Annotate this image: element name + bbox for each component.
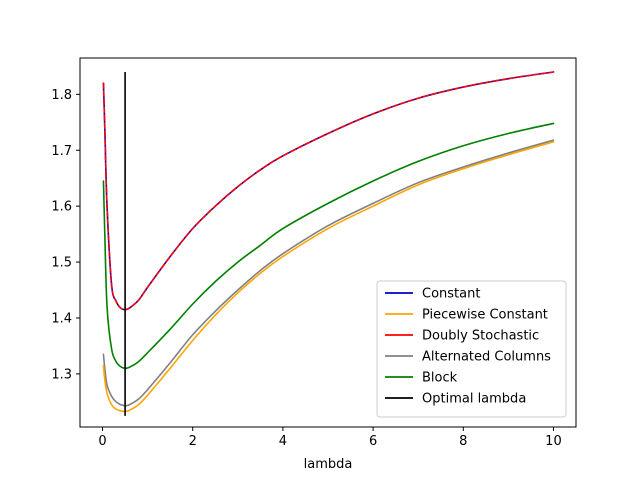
legend-label: Alternated Columns	[422, 350, 551, 365]
x-tick-label: 8	[459, 434, 467, 449]
y-tick-label: 1.5	[51, 256, 72, 271]
legend-box	[376, 280, 567, 418]
x-tick-label: 0	[98, 434, 106, 449]
x-tick-label: 10	[545, 434, 562, 449]
legend-label: Optimal lambda	[422, 392, 526, 407]
series-line-doubly-stochastic	[102, 71, 555, 311]
legend: Constant Piecewise Constant Doubly Stochas…	[376, 280, 567, 418]
x-tick-label: 4	[279, 434, 287, 449]
legend-label: Constant	[422, 287, 480, 302]
y-tick-label: 1.4	[51, 311, 72, 326]
series-group	[102, 71, 555, 416]
y-tick-label: 1.8	[51, 88, 72, 103]
axes-frame	[79, 57, 577, 428]
y-tick-label: 1.6	[51, 200, 72, 215]
x-ticks: 0 2 4 6 8 10	[98, 427, 562, 449]
y-tick-label: 1.3	[51, 367, 72, 382]
series-line-alternated-columns	[102, 139, 555, 407]
plot-area	[102, 71, 555, 416]
x-tick-label: 6	[369, 434, 377, 449]
axes: 0 2 4 6 8 10 1.3 1.4 1.5 1.6 1.7 1.8 lambda	[51, 57, 577, 472]
series-line-block	[102, 122, 555, 370]
legend-label: Block	[422, 371, 458, 386]
legend-label: Doubly Stochastic	[422, 329, 539, 344]
legend-label: Piecewise Constant	[422, 308, 548, 323]
x-axis-label: lambda	[304, 457, 353, 472]
series-line-piecewise-constant	[102, 141, 555, 413]
x-tick-label: 2	[189, 434, 197, 449]
y-tick-label: 1.7	[51, 144, 72, 159]
y-ticks: 1.3 1.4 1.5 1.6 1.7 1.8	[51, 88, 80, 382]
